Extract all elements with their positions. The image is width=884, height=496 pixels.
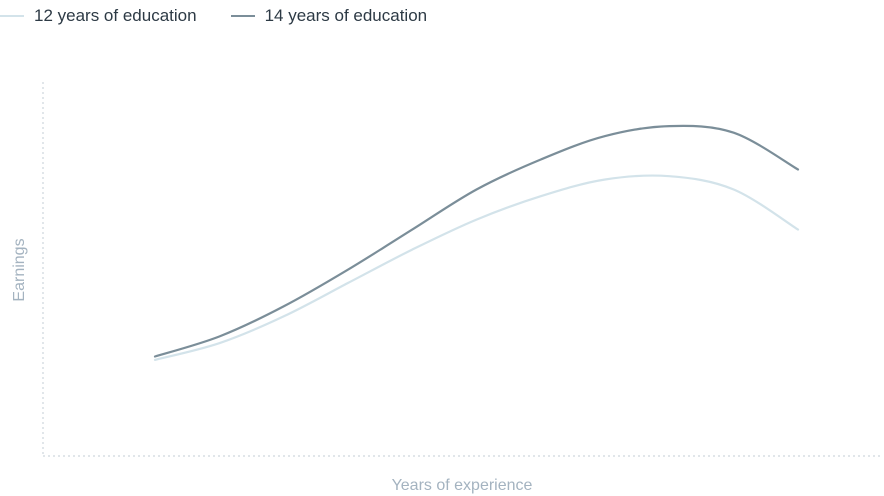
legend-item-14-years: 14 years of education [230,6,428,26]
x-axis-label: Years of experience [392,477,533,494]
legend-item-12-years: 12 years of education [0,6,197,26]
series-layer [153,124,800,361]
legend-swatch-14-years [230,15,255,17]
legend-label-12-years: 12 years of education [34,6,197,25]
legend-label-14-years: 14 years of education [264,6,428,25]
series-line-2 [153,124,800,358]
y-axis-label: Earnings [11,238,28,301]
legend-swatch-12-years [0,15,24,17]
legend: 12 years of education 14 years of educat… [0,6,461,26]
series-line-1 [153,174,800,361]
